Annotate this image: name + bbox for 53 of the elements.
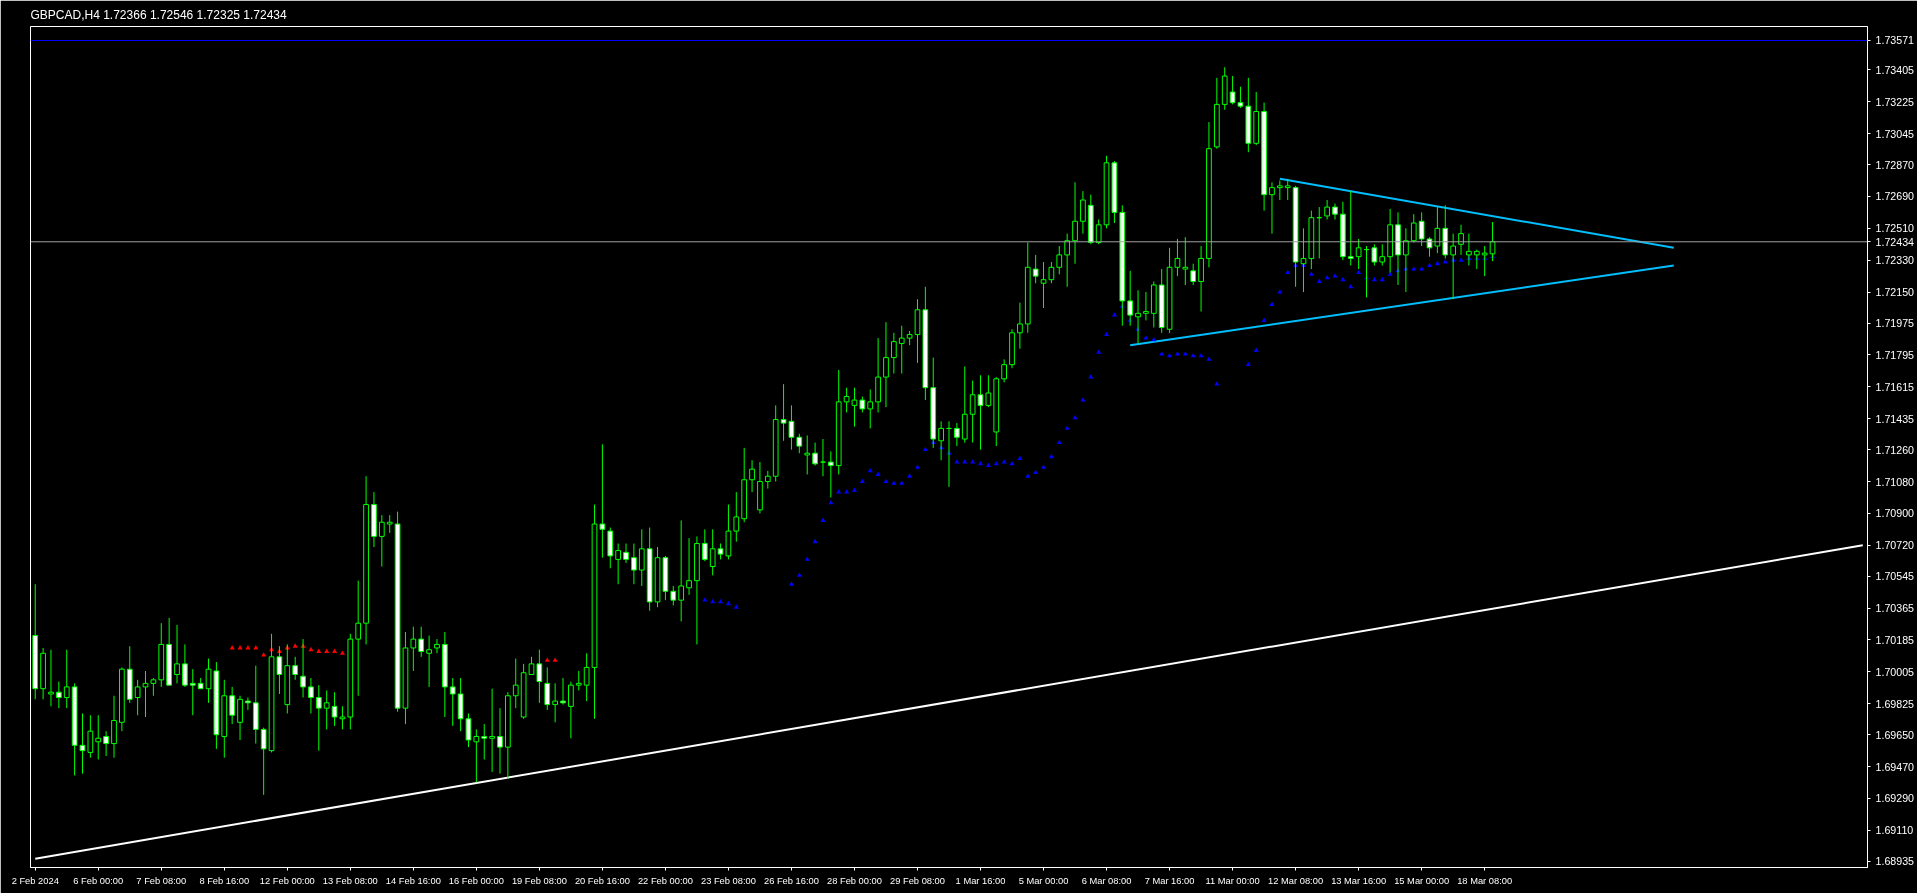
x-tick-label: 22 Feb 00:00 (637, 875, 693, 886)
y-tick-label: 1.69470 (1875, 760, 1915, 773)
y-tick-label: 1.70545 (1875, 570, 1915, 583)
x-tick-label: 20 Feb 16:00 (574, 875, 630, 886)
y-tick-label: 1.70720 (1875, 539, 1915, 552)
x-tick-label: 6 Feb 00:00 (73, 875, 124, 886)
x-tick-label: 1 Mar 16:00 (955, 875, 1006, 886)
y-tick-label: 1.72510 (1875, 222, 1915, 235)
y-tick-label: 1.72870 (1875, 158, 1915, 171)
y-tick-label: 1.69110 (1875, 824, 1914, 837)
x-tick-label: 14 Feb 16:00 (385, 875, 441, 886)
x-tick-label: 28 Feb 00:00 (826, 875, 882, 886)
y-tick-label: 1.69825 (1875, 697, 1915, 710)
ref-line-label: 1.73571 (1875, 34, 1915, 47)
y-tick-label: 1.71080 (1875, 475, 1915, 488)
y-tick-label: 1.70900 (1875, 507, 1915, 520)
x-tick-label: 13 Mar 16:00 (1331, 875, 1387, 886)
x-tick-label: 8 Feb 16:00 (199, 875, 250, 886)
y-tick-label: 1.71975 (1875, 317, 1915, 330)
y-tick-label: 1.69290 (1875, 792, 1915, 805)
x-tick-label: 5 Mar 00:00 (1018, 875, 1069, 886)
y-tick-label: 1.71795 (1875, 348, 1915, 361)
x-tick-label: 29 Feb 08:00 (890, 875, 945, 886)
x-tick-label: 12 Mar 08:00 (1268, 875, 1324, 886)
y-tick-label: 1.70185 (1875, 633, 1915, 646)
y-tick-label: 1.72330 (1875, 254, 1915, 267)
x-tick-label: 11 Mar 00:00 (1205, 875, 1260, 886)
x-tick-label: 6 Mar 08:00 (1081, 875, 1132, 886)
y-tick-label: 1.71260 (1875, 443, 1915, 456)
y-tick-label: 1.70365 (1875, 602, 1915, 615)
x-tick-label: 18 Mar 08:00 (1457, 875, 1513, 886)
x-tick-label: 2 Feb 2024 (11, 875, 59, 886)
x-tick-label: 7 Mar 16:00 (1144, 875, 1195, 886)
y-tick-label: 1.71615 (1875, 380, 1915, 393)
x-tick-label: 13 Feb 08:00 (322, 875, 378, 886)
x-tick-label: 26 Feb 16:00 (763, 875, 819, 886)
x-tick-label: 16 Feb 00:00 (448, 875, 504, 886)
x-tick-label: 15 Mar 00:00 (1394, 875, 1450, 886)
x-tick-label: 19 Feb 08:00 (511, 875, 567, 886)
y-tick-label: 1.72690 (1875, 190, 1915, 203)
x-tick-label: 12 Feb 00:00 (259, 875, 315, 886)
chart-title: GBPCAD,H4 1.72366 1.72546 1.72325 1.72434 (30, 7, 288, 22)
y-tick-label: 1.73045 (1875, 127, 1915, 140)
y-tick-label: 1.71435 (1875, 412, 1915, 425)
y-tick-label: 1.72150 (1875, 286, 1915, 299)
ref-line-label: 1.72434 (1875, 235, 1915, 248)
y-tick-label: 1.69650 (1875, 728, 1915, 741)
y-tick-label: 1.70005 (1875, 665, 1915, 678)
y-tick-label: 1.68935 (1875, 855, 1915, 868)
y-tick-label: 1.73405 (1875, 63, 1915, 76)
x-tick-label: 23 Feb 08:00 (700, 875, 756, 886)
y-tick-label: 1.73225 (1875, 95, 1915, 108)
x-tick-label: 7 Feb 08:00 (136, 875, 187, 886)
